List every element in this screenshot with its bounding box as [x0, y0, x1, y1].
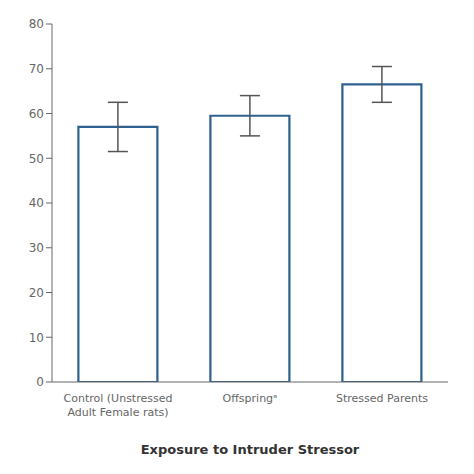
svg-text:Stressed Parents: Stressed Parents	[336, 392, 428, 405]
svg-text:50: 50	[29, 152, 44, 166]
svg-text:40: 40	[29, 196, 44, 210]
svg-text:30: 30	[29, 241, 44, 255]
svg-text:70: 70	[29, 62, 44, 76]
svg-text:60: 60	[29, 107, 44, 121]
svg-text:20: 20	[29, 286, 44, 300]
svg-text:10: 10	[29, 331, 44, 345]
svg-text:Offspringᵃ: Offspringᵃ	[223, 392, 278, 405]
svg-text:0: 0	[36, 375, 44, 389]
svg-text:Exposure to Intruder Stressor: Exposure to Intruder Stressor	[141, 442, 360, 457]
svg-text:80: 80	[29, 17, 44, 31]
svg-text:Control (UnstressedAdult Femal: Control (UnstressedAdult Female rats)	[64, 392, 173, 419]
